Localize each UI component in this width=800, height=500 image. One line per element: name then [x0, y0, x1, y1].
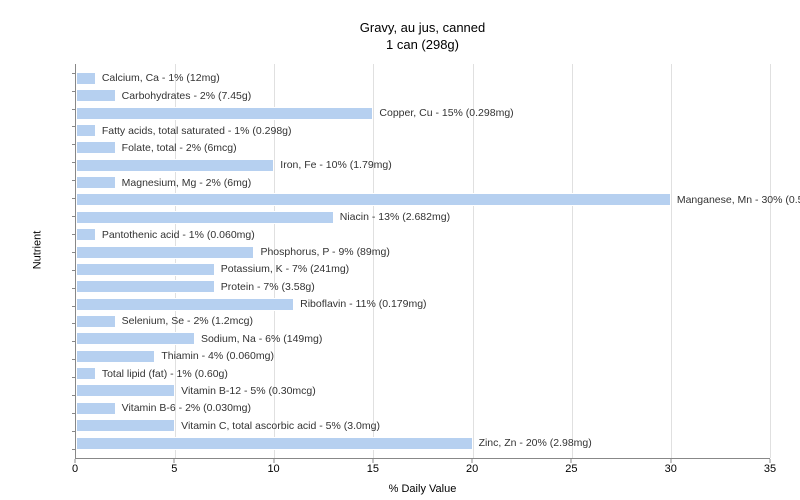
bar — [76, 107, 373, 120]
bar-row: Copper, Cu - 15% (0.298mg) — [76, 106, 770, 121]
bar-label: Manganese, Mn - 30% (0.596mg) — [677, 194, 800, 206]
x-tick-label: 10 — [267, 463, 279, 475]
bar — [76, 124, 96, 137]
bar-row: Vitamin C, total ascorbic acid - 5% (3.0… — [76, 418, 770, 433]
bar-label: Vitamin B-6 - 2% (0.030mg) — [122, 402, 251, 414]
bar — [76, 298, 294, 311]
bar-row: Protein - 7% (3.58g) — [76, 279, 770, 294]
bar — [76, 193, 671, 206]
bar — [76, 350, 155, 363]
bar-label: Protein - 7% (3.58g) — [221, 281, 315, 293]
x-tick-label: 25 — [565, 463, 577, 475]
bar-label: Copper, Cu - 15% (0.298mg) — [379, 107, 513, 119]
bar — [76, 384, 175, 397]
bar — [76, 89, 116, 102]
title-line-1: Gravy, au jus, canned — [360, 20, 486, 35]
gridline — [770, 64, 771, 458]
bar-row: Iron, Fe - 10% (1.79mg) — [76, 158, 770, 173]
bar — [76, 159, 274, 172]
bar-label: Calcium, Ca - 1% (12mg) — [102, 72, 220, 84]
bar — [76, 437, 473, 450]
bar-row: Pantothenic acid - 1% (0.060mg) — [76, 227, 770, 242]
bar-label: Iron, Fe - 10% (1.79mg) — [280, 159, 391, 171]
bar-label: Thiamin - 4% (0.060mg) — [161, 350, 274, 362]
bar-row: Vitamin B-12 - 5% (0.30mcg) — [76, 383, 770, 398]
bar-label: Riboflavin - 11% (0.179mg) — [300, 298, 426, 310]
bars-container: Calcium, Ca - 1% (12mg) Carbohydrates - 2… — [76, 70, 770, 452]
bar-row: Potassium, K - 7% (241mg) — [76, 262, 770, 277]
bar-label: Niacin - 13% (2.682mg) — [340, 211, 450, 223]
bar-row: Phosphorus, P - 9% (89mg) — [76, 245, 770, 260]
bar-label: Sodium, Na - 6% (149mg) — [201, 333, 322, 345]
bar — [76, 228, 96, 241]
bar — [76, 402, 116, 415]
bar-row: Magnesium, Mg - 2% (6mg) — [76, 175, 770, 190]
bar — [76, 315, 116, 328]
bar — [76, 141, 116, 154]
bar — [76, 419, 175, 432]
plot-area: Calcium, Ca - 1% (12mg) Carbohydrates - 2… — [75, 64, 770, 459]
bar — [76, 280, 215, 293]
bar-label: Pantothenic acid - 1% (0.060mg) — [102, 229, 255, 241]
bar-row: Selenium, Se - 2% (1.2mcg) — [76, 314, 770, 329]
bar-label: Selenium, Se - 2% (1.2mcg) — [122, 315, 253, 327]
bar — [76, 332, 195, 345]
bar-row: Vitamin B-6 - 2% (0.030mg) — [76, 401, 770, 416]
y-axis-label: Nutrient — [31, 231, 43, 270]
bar-label: Zinc, Zn - 20% (2.98mg) — [479, 437, 592, 449]
bar-row: Folate, total - 2% (6mcg) — [76, 140, 770, 155]
bar — [76, 246, 254, 259]
bar-label: Folate, total - 2% (6mcg) — [122, 142, 237, 154]
bar-row: Carbohydrates - 2% (7.45g) — [76, 88, 770, 103]
bar-row: Calcium, Ca - 1% (12mg) — [76, 71, 770, 86]
bar-label: Potassium, K - 7% (241mg) — [221, 263, 349, 275]
bar-label: Fatty acids, total saturated - 1% (0.298… — [102, 125, 292, 137]
x-tick-label: 35 — [764, 463, 776, 475]
x-tick-label: 30 — [665, 463, 677, 475]
title-line-2: 1 can (298g) — [386, 37, 459, 52]
bar-row: Fatty acids, total saturated - 1% (0.298… — [76, 123, 770, 138]
bar — [76, 211, 334, 224]
x-tick-label: 20 — [466, 463, 478, 475]
bar-row: Zinc, Zn - 20% (2.98mg) — [76, 436, 770, 451]
bar-row: Niacin - 13% (2.682mg) — [76, 210, 770, 225]
x-tick-label: 5 — [171, 463, 177, 475]
bar — [76, 72, 96, 85]
bar-label: Magnesium, Mg - 2% (6mg) — [122, 177, 252, 189]
bar-label: Vitamin B-12 - 5% (0.30mcg) — [181, 385, 316, 397]
chart-title: Gravy, au jus, canned 1 can (298g) — [75, 20, 770, 54]
bar — [76, 176, 116, 189]
bar-row: Manganese, Mn - 30% (0.596mg) — [76, 192, 770, 207]
x-tick-label: 0 — [72, 463, 78, 475]
bar-label: Phosphorus, P - 9% (89mg) — [260, 246, 389, 258]
x-axis-label: % Daily Value — [75, 483, 770, 495]
bar-label: Vitamin C, total ascorbic acid - 5% (3.0… — [181, 420, 380, 432]
bar-label: Total lipid (fat) - 1% (0.60g) — [102, 368, 228, 380]
bar-row: Total lipid (fat) - 1% (0.60g) — [76, 366, 770, 381]
bar — [76, 367, 96, 380]
bar-label: Carbohydrates - 2% (7.45g) — [122, 90, 252, 102]
nutrient-chart: Gravy, au jus, canned 1 can (298g) Nutri… — [0, 0, 800, 500]
bar-row: Sodium, Na - 6% (149mg) — [76, 331, 770, 346]
bar-row: Thiamin - 4% (0.060mg) — [76, 349, 770, 364]
bar — [76, 263, 215, 276]
bar-row: Riboflavin - 11% (0.179mg) — [76, 297, 770, 312]
x-ticks: 05101520253035 — [75, 459, 770, 479]
x-tick-label: 15 — [367, 463, 379, 475]
